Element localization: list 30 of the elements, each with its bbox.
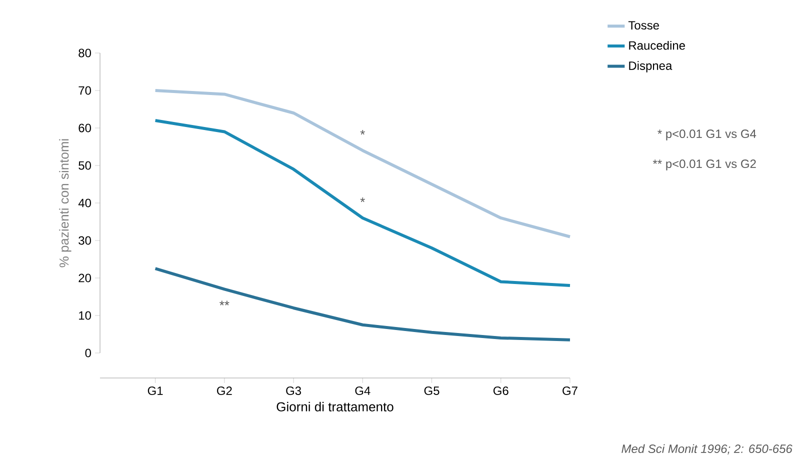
x-tick-label: G3 — [286, 386, 302, 396]
text: ** p<0.01 G1 vs G2 — [652, 160, 756, 170]
y-tick-label: 50 — [78, 161, 92, 170]
y-tick-label: 80 — [78, 48, 92, 58]
x-tick-label: G2 — [217, 386, 232, 396]
line-series — [154, 88, 572, 238]
x-tick-label: G6 — [493, 386, 508, 396]
legend-label: Raucedine — [629, 40, 685, 50]
y-tick-label: 30 — [78, 236, 92, 245]
x-tick-label: G4 — [355, 386, 370, 396]
y-tick-label: 40 — [78, 198, 92, 208]
legend-label: Dispnea — [629, 61, 672, 72]
y-tick-label: 60 — [78, 124, 92, 132]
x-tick-label: G7 — [562, 386, 578, 396]
y-tick-label: 20 — [78, 274, 92, 282]
y-tick-label: 70 — [78, 86, 92, 95]
y-axis-title: % pazienti con sintomi — [59, 139, 72, 268]
y-tick-label: 0 — [85, 348, 92, 358]
text: Med Sci Monit 1996; 2: 650-656 — [622, 444, 792, 454]
y-tick-label: 10 — [79, 311, 92, 320]
x-tick-label: G5 — [424, 386, 440, 396]
text: * p<0.01 G1 vs G4 — [658, 130, 756, 140]
annotation: * — [360, 130, 365, 135]
line-series — [154, 267, 572, 342]
x-tick-label: G1 — [148, 386, 163, 396]
annotation: ** — [220, 300, 230, 306]
annotation: * — [360, 198, 365, 202]
legend-label: Tosse — [628, 21, 659, 30]
line-series — [154, 118, 572, 287]
x-axis-title: Giorni di trattamento — [276, 402, 394, 412]
